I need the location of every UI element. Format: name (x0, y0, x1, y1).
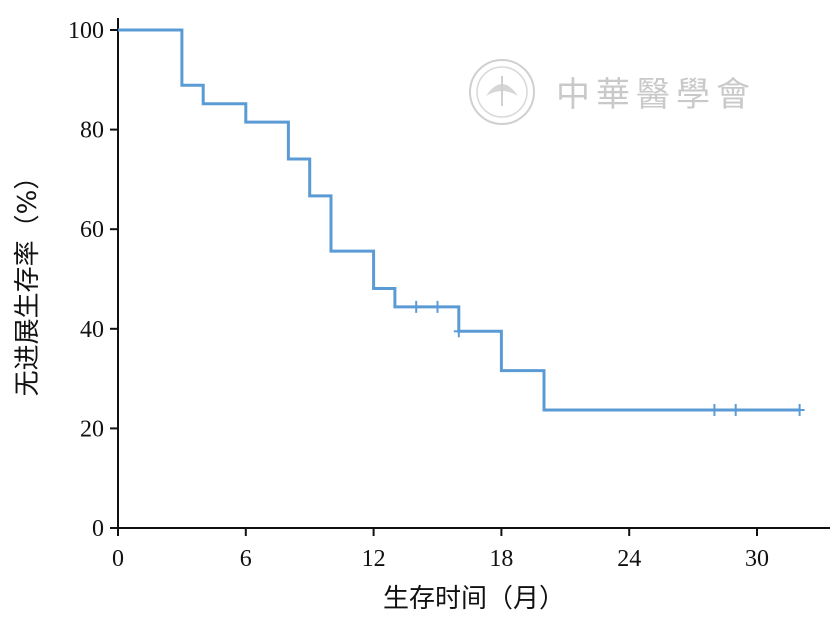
watermark-seal-icon (469, 59, 535, 125)
x-tick-label: 30 (745, 546, 769, 572)
x-tick-label: 24 (617, 546, 641, 572)
x-tick-label: 12 (362, 546, 386, 572)
censor-mark (730, 403, 741, 416)
y-tick-label: 40 (80, 317, 104, 343)
x-tick-label: 6 (240, 546, 252, 572)
censor-mark (432, 300, 443, 313)
x-tick-label: 0 (112, 546, 124, 572)
x-tick-label: 18 (489, 546, 513, 572)
y-tick-label: 80 (80, 118, 104, 144)
plot-area (118, 28, 805, 416)
y-tick-label: 0 (92, 516, 104, 542)
watermark: 中華醫學會 (469, 59, 756, 125)
watermark-text: 中華醫學會 (556, 75, 756, 115)
y-tick-label: 20 (80, 416, 104, 442)
censor-mark (794, 403, 805, 416)
y-tick-label: 60 (80, 217, 104, 243)
y-axis-title: 无进展生存率（%） (13, 164, 43, 397)
x-axis-title: 生存时间（月） (383, 584, 565, 614)
axes: 0 6 12 18 24 30 0 20 40 60 80 100 (68, 18, 830, 572)
censor-mark (709, 403, 720, 416)
censor-mark (411, 300, 422, 313)
y-tick-label: 100 (68, 18, 104, 44)
survival-step-line (118, 28, 800, 412)
censor-mark (453, 325, 464, 338)
